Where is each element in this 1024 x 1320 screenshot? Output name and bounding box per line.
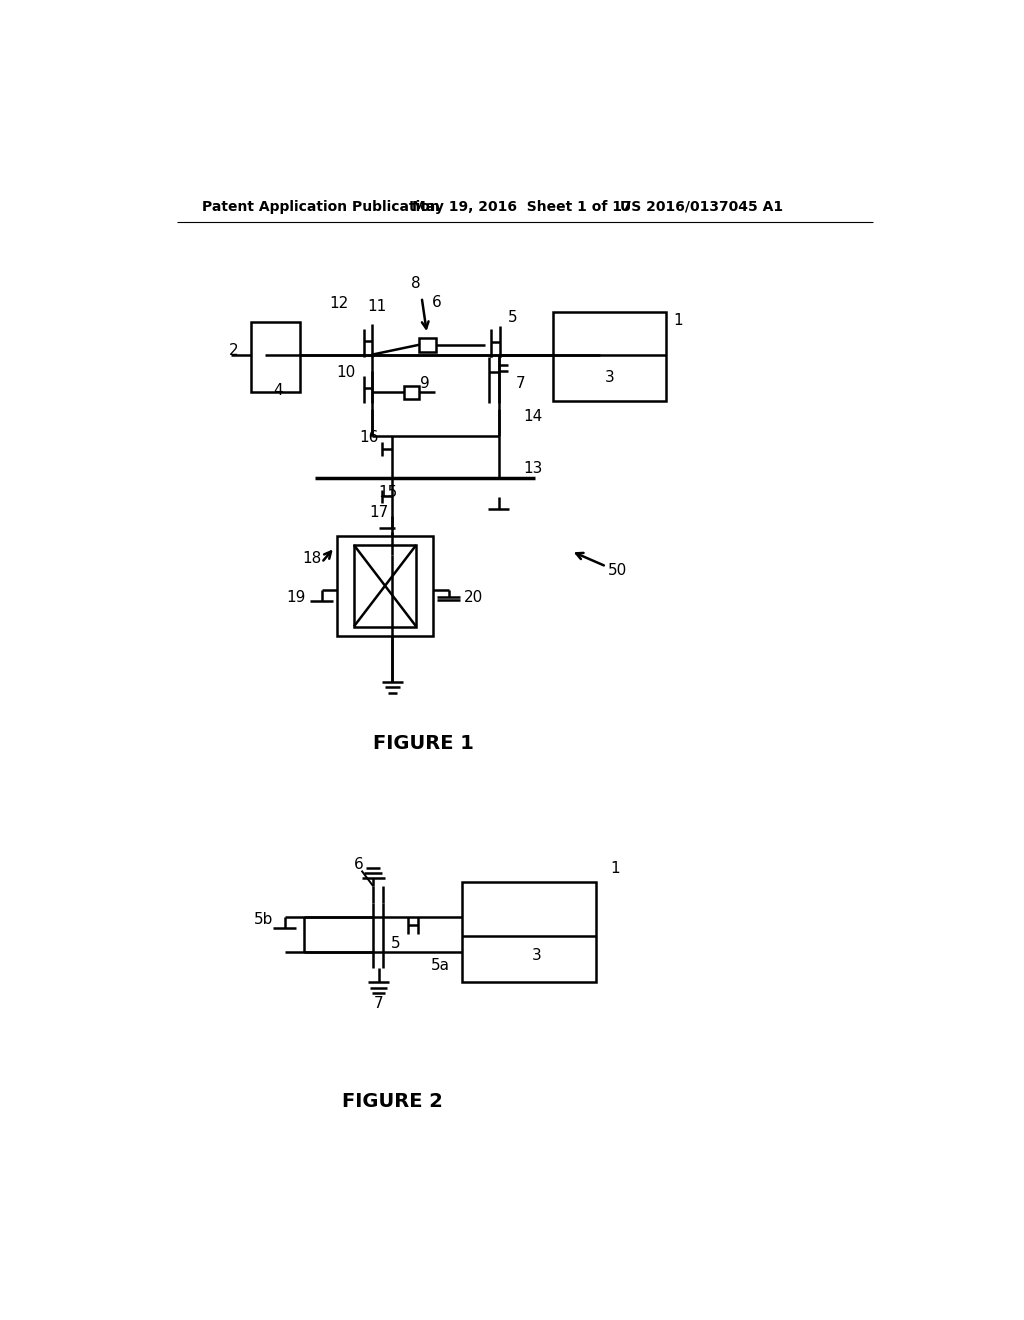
Text: 7: 7 — [374, 997, 383, 1011]
Text: FIGURE 2: FIGURE 2 — [342, 1092, 442, 1111]
Bar — [252, 322, 300, 392]
Text: 19: 19 — [287, 590, 306, 605]
Text: 1: 1 — [610, 861, 620, 876]
Text: 9: 9 — [420, 376, 430, 391]
Bar — [419, 338, 436, 351]
Text: 15: 15 — [379, 484, 397, 500]
Text: 4: 4 — [273, 383, 283, 399]
Text: 18: 18 — [302, 552, 322, 566]
Text: 1: 1 — [674, 313, 683, 327]
Text: 12: 12 — [329, 296, 348, 310]
Text: 50: 50 — [608, 562, 628, 578]
Bar — [462, 882, 596, 982]
Bar — [403, 387, 419, 399]
Text: 3: 3 — [531, 948, 542, 962]
Text: 20: 20 — [464, 590, 483, 605]
Text: May 19, 2016  Sheet 1 of 17: May 19, 2016 Sheet 1 of 17 — [412, 199, 631, 214]
Bar — [354, 545, 416, 627]
Text: 3: 3 — [604, 371, 614, 385]
Bar — [337, 536, 433, 636]
Text: 17: 17 — [370, 506, 388, 520]
Text: 8: 8 — [411, 276, 420, 292]
Text: 2: 2 — [228, 343, 239, 359]
Text: 16: 16 — [359, 429, 379, 445]
Text: FIGURE 1: FIGURE 1 — [373, 734, 473, 754]
Text: 10: 10 — [336, 364, 355, 380]
Text: 7: 7 — [515, 376, 525, 391]
Text: Patent Application Publication: Patent Application Publication — [202, 199, 440, 214]
Bar — [553, 313, 667, 401]
Text: 11: 11 — [368, 298, 387, 314]
Text: US 2016/0137045 A1: US 2016/0137045 A1 — [620, 199, 782, 214]
Text: 14: 14 — [523, 409, 543, 424]
Text: 6: 6 — [432, 294, 442, 310]
Text: 5a: 5a — [431, 958, 451, 973]
Text: 5b: 5b — [254, 912, 273, 927]
Text: 5: 5 — [391, 936, 400, 952]
Text: 6: 6 — [354, 857, 364, 873]
Text: 13: 13 — [523, 461, 543, 477]
Text: 5: 5 — [508, 310, 517, 325]
